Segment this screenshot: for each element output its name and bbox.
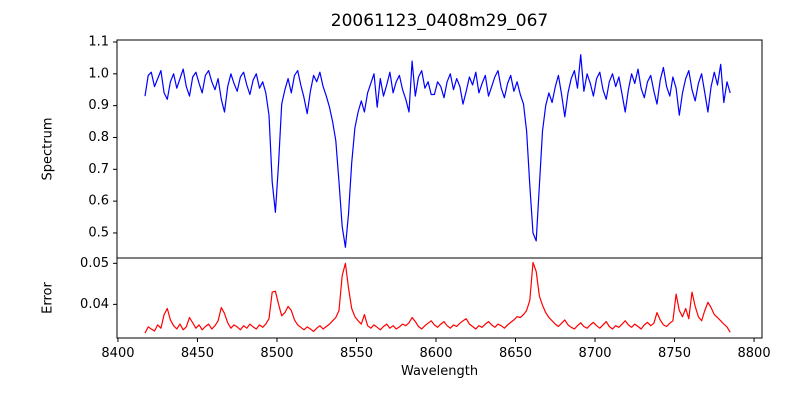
error-line <box>144 261 731 334</box>
spectrum-line <box>144 54 731 248</box>
error-y-axis-label: Error <box>40 282 56 314</box>
x-tick-label: 8750 <box>658 346 691 361</box>
spectrum-y-axis-label: Spectrum <box>40 117 56 181</box>
x-tick-label: 8550 <box>340 346 373 361</box>
spectrum-y-tick-label: 1.0 <box>88 66 109 81</box>
spectrum-y-tick-label: 0.8 <box>88 130 109 145</box>
spectrum-panel-frame <box>116 39 763 259</box>
error-y-tick-label: 0.04 <box>80 297 109 312</box>
spectrum-y-tick-label: 0.6 <box>88 194 109 209</box>
x-tick-label: 8600 <box>419 346 452 361</box>
x-tick-label: 8500 <box>260 346 293 361</box>
x-tick-label: 8800 <box>738 346 771 361</box>
spectrum-y-tick-label: 0.9 <box>88 98 109 113</box>
wavelength-x-axis-label: Wavelength <box>400 364 479 379</box>
error-panel-frame <box>116 257 763 339</box>
x-tick-label: 8400 <box>101 346 134 361</box>
spectrum-y-tick-label: 0.5 <box>88 225 109 240</box>
spectrum-y-tick-label: 1.1 <box>88 35 109 50</box>
error-y-tick-label: 0.05 <box>80 256 109 271</box>
x-tick-label: 8450 <box>181 346 214 361</box>
x-tick-label: 8650 <box>499 346 532 361</box>
chart-title: 20061123_0408m29_067 <box>330 11 549 31</box>
spectrum-y-tick-label: 0.7 <box>88 162 109 177</box>
x-tick-label: 8700 <box>578 346 611 361</box>
